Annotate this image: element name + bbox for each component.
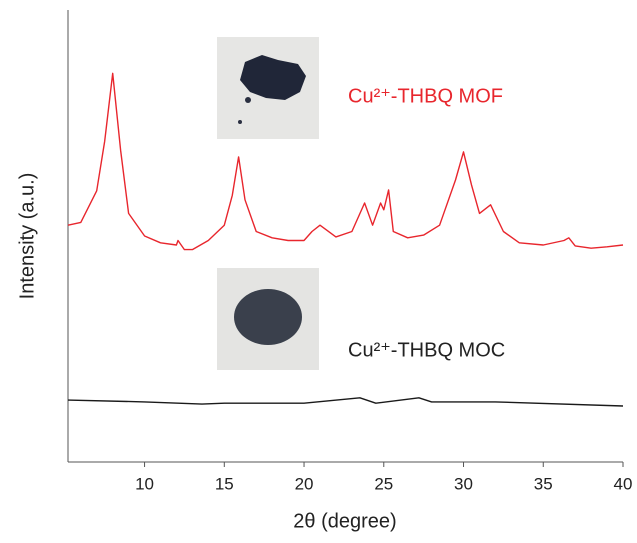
x-axis-label: 2θ (degree) <box>293 510 396 532</box>
data-line <box>67 72 624 251</box>
series-label: Cu²⁺-THBQ MOC <box>348 339 505 361</box>
photo-moc <box>217 268 319 370</box>
x-tick-label: 15 <box>215 474 234 493</box>
data-line <box>67 397 624 407</box>
x-tick-label: 35 <box>534 474 553 493</box>
series-label: Cu²⁺-THBQ MOF <box>348 85 503 107</box>
y-axis-label: Intensity (a.u.) <box>16 173 38 300</box>
x-tick-label: 30 <box>454 474 473 493</box>
x-tick-label: 25 <box>374 474 393 493</box>
x-tick-label: 20 <box>295 474 314 493</box>
x-tick-label: 40 <box>614 474 633 493</box>
photo-mof <box>217 37 319 139</box>
x-tick-label: 10 <box>135 474 154 493</box>
